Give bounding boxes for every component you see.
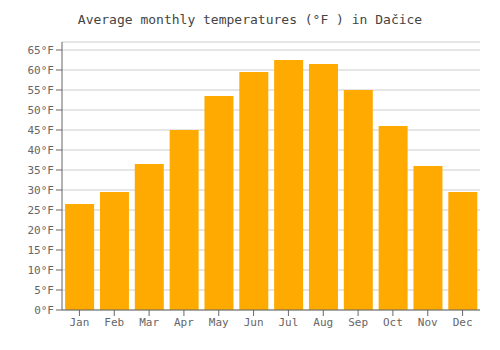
- svg-text:15°F: 15°F: [28, 244, 55, 257]
- svg-text:Nov: Nov: [418, 316, 438, 329]
- svg-text:Jul: Jul: [278, 316, 298, 329]
- svg-text:10°F: 10°F: [28, 264, 55, 277]
- svg-text:5°F: 5°F: [34, 284, 54, 297]
- svg-text:Mar: Mar: [139, 316, 159, 329]
- html-text:Average monthly temperatures (: Average monthly temperatures (°F ) in Da…: [77, 12, 423, 27]
- svg-text:0°F: 0°F: [34, 304, 54, 317]
- svg-text:30°F: 30°F: [28, 184, 55, 197]
- svg-text:55°F: 55°F: [28, 84, 55, 97]
- svg-text:Feb: Feb: [104, 316, 124, 329]
- svg-text:Dec: Dec: [453, 316, 473, 329]
- svg-text:40°F: 40°F: [28, 144, 55, 157]
- svg-text:Sep: Sep: [348, 316, 368, 329]
- svg-text:20°F: 20°F: [28, 224, 55, 237]
- svg-text:Jan: Jan: [69, 316, 89, 329]
- svg-text:May: May: [209, 316, 229, 329]
- svg-text:45°F: 45°F: [28, 124, 55, 137]
- svg-text:50°F: 50°F: [28, 104, 55, 117]
- svg-text:Jun: Jun: [244, 316, 264, 329]
- svg-text:25°F: 25°F: [28, 204, 55, 217]
- svg-text:35°F: 35°F: [28, 164, 55, 177]
- svg-text:65°F: 65°F: [28, 44, 55, 57]
- svg-text:60°F: 60°F: [28, 64, 55, 77]
- svg-text:Aug: Aug: [313, 316, 333, 329]
- svg-text:Oct: Oct: [383, 316, 403, 329]
- svg-text:Apr: Apr: [174, 316, 194, 329]
